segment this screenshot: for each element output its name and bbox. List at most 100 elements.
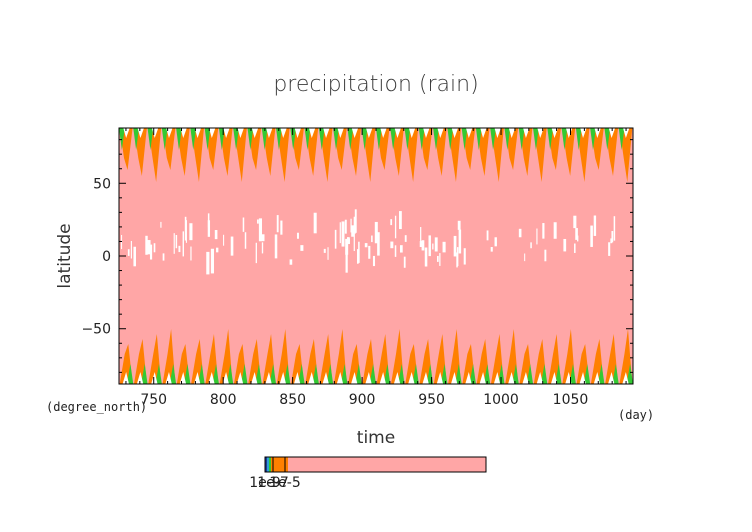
dry-streak (350, 218, 352, 233)
rain-band-south-low (569, 364, 576, 384)
rain-band-north-low (190, 128, 197, 150)
no-rain-north (423, 128, 430, 138)
dry-streak (420, 227, 422, 242)
rain-band-north-low (504, 128, 511, 150)
dry-streak (573, 215, 577, 229)
rain-band-south-low (283, 364, 291, 384)
no-rain-north (580, 128, 587, 138)
dry-streak (354, 209, 357, 233)
no-rain-north (494, 128, 501, 138)
rain-band-north-low (461, 128, 468, 150)
no-rain-north (480, 128, 487, 138)
rain-band-north-low (176, 128, 182, 150)
rain-band-north-low (318, 128, 325, 150)
no-rain-north (437, 128, 444, 138)
dry-streak (424, 247, 428, 267)
rain-band-north-low (161, 128, 168, 150)
dry-streak (439, 253, 441, 266)
no-rain-south (522, 372, 529, 384)
dry-streak (390, 241, 394, 249)
dry-streak (490, 246, 493, 252)
rain-band-north-low (575, 128, 582, 150)
colorbar-label: 1e-7 (257, 475, 288, 491)
dry-streak (289, 259, 293, 265)
rain-band-north-low (418, 128, 425, 150)
no-rain-south (265, 372, 272, 384)
rain-band-north-low (276, 128, 282, 150)
no-rain-south (336, 372, 344, 384)
no-rain-north (594, 128, 601, 138)
no-rain-south (479, 372, 486, 384)
dry-streak (130, 240, 132, 259)
dry-streak (553, 222, 557, 239)
x-tick-label: 800 (210, 392, 237, 408)
rain-band-north-low (333, 128, 339, 150)
rain-band-south-low (326, 364, 334, 384)
no-rain-north (223, 128, 230, 138)
dry-streak (344, 219, 347, 234)
no-rain-north (523, 128, 530, 138)
no-rain-north (394, 128, 401, 138)
rain-band-south-low (469, 364, 476, 384)
no-rain-south (408, 372, 415, 384)
rain-band-north-low (304, 128, 311, 150)
dry-streak (518, 228, 522, 238)
y-axis: 50 0 −50 (81, 139, 633, 373)
dry-streak (175, 234, 178, 249)
colorbar-segment (269, 457, 271, 472)
no-rain-north (608, 128, 616, 138)
x-tick-label: 1000 (483, 392, 519, 408)
dry-streak (296, 232, 299, 239)
dry-streak (544, 249, 547, 262)
no-rain-south (379, 372, 386, 384)
dry-streak (434, 237, 438, 252)
rain-band-north-low (533, 128, 539, 150)
dry-streak (358, 241, 360, 263)
dry-streak (374, 221, 378, 244)
dry-streak (346, 237, 350, 242)
colorbar-segment (288, 457, 486, 472)
no-rain-north (251, 128, 259, 138)
dry-streak (255, 242, 257, 264)
rain-band-south-low (169, 364, 177, 384)
x-units-label: (day) (618, 408, 654, 422)
rain-band-south-low (369, 364, 376, 384)
no-rain-south (122, 372, 129, 384)
no-rain-south (393, 372, 401, 384)
dry-streak (421, 240, 425, 251)
dry-streak (345, 247, 348, 273)
dry-streak (611, 231, 614, 243)
rain-band-north-low (133, 128, 139, 150)
colorbar-label: 1e-5 (269, 475, 300, 491)
rain-band-north-low (547, 128, 554, 150)
rain-band-south-low (241, 364, 248, 384)
no-rain-north (451, 128, 459, 138)
dry-streak (345, 238, 349, 255)
rain-band-south-low (341, 364, 348, 384)
x-tick-label: 950 (418, 392, 445, 408)
no-rain-south (308, 372, 315, 384)
y-tick-label: −50 (81, 322, 111, 338)
dry-streak (190, 246, 192, 261)
no-rain-north (351, 128, 359, 138)
rain-band-south-low (498, 364, 505, 384)
dry-streak (356, 249, 359, 264)
rain-band-north-low (490, 128, 496, 150)
dry-streak (494, 237, 497, 247)
dry-streak (394, 245, 397, 257)
rain-band-south-low (269, 364, 277, 384)
no-rain-south (422, 372, 429, 384)
rain-band-south-low (412, 364, 419, 384)
chart-title: precipitation (rain) (273, 72, 478, 97)
rain-band-south-low (483, 364, 491, 384)
dry-streak (339, 222, 341, 244)
rain-band-north-low (390, 128, 396, 150)
no-rain-south (365, 372, 372, 384)
dry-streak (280, 220, 283, 235)
rain-band-north-low (204, 128, 211, 150)
no-rain-north (208, 128, 216, 138)
no-rain-south (622, 372, 629, 384)
dry-streak (403, 256, 406, 268)
dry-streak (542, 223, 545, 239)
